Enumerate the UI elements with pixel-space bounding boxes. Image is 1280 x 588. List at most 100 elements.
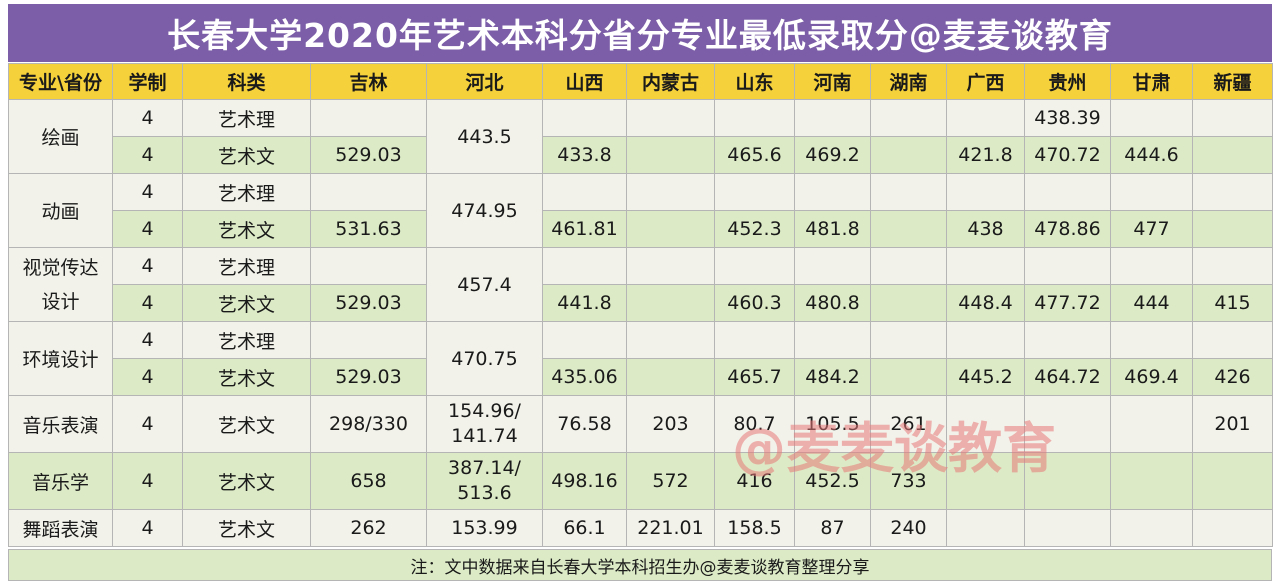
- score-cell: 531.63: [310, 210, 427, 248]
- score-cell: 443.5: [426, 99, 543, 174]
- score-cell: [1192, 321, 1273, 359]
- score-cell: 444.6: [1110, 136, 1193, 174]
- xuezhi-cell: 4: [112, 210, 183, 248]
- score-cell: 438: [946, 210, 1025, 248]
- xuezhi-cell: 4: [112, 99, 183, 137]
- score-cell: [310, 247, 427, 285]
- score-cell: 474.95: [426, 173, 543, 248]
- header-shandong: 山东: [714, 63, 795, 100]
- kelei-cell: 艺术文: [182, 395, 311, 453]
- kelei-cell: 艺术文: [182, 136, 311, 174]
- xuezhi-cell: 4: [112, 509, 183, 547]
- score-cell: [1192, 452, 1273, 510]
- kelei-cell: 艺术理: [182, 173, 311, 211]
- score-cell: [1110, 321, 1193, 359]
- score-cell: [1192, 136, 1273, 174]
- header-xinjiang: 新疆: [1192, 63, 1273, 100]
- score-cell: [946, 452, 1025, 510]
- score-cell: [626, 173, 715, 211]
- header-major: 专业\省份: [8, 63, 113, 100]
- score-cell: [1024, 395, 1111, 453]
- score-cell: 87: [794, 509, 871, 547]
- xuezhi-cell: 4: [112, 284, 183, 322]
- major-cell: 环境设计: [8, 321, 113, 396]
- major-cell: 动画: [8, 173, 113, 248]
- score-cell: [714, 321, 795, 359]
- header-guangxi: 广西: [946, 63, 1025, 100]
- score-cell: [714, 99, 795, 137]
- score-cell: [542, 321, 627, 359]
- score-cell: 435.06: [542, 358, 627, 396]
- score-cell: 158.5: [714, 509, 795, 547]
- table-row: 4 艺术文 529.03 441.8 460.3 480.8 448.4 477…: [9, 284, 1273, 322]
- score-cell: 452.5: [794, 452, 871, 510]
- kelei-cell: 艺术文: [182, 452, 311, 510]
- score-cell: 415: [1192, 284, 1273, 322]
- score-cell: 262: [310, 509, 427, 547]
- score-cell: 387.14/ 513.6: [426, 452, 543, 510]
- header-hebei: 河北: [426, 63, 543, 100]
- table-row: 舞蹈表演 4 艺术文 262 153.99 66.1 221.01 158.5 …: [8, 509, 1273, 547]
- table-row: 4 艺术文 529.03 433.8 465.6 469.2 421.8 470…: [9, 136, 1273, 174]
- score-cell: 452.3: [714, 210, 795, 248]
- score-cell: 477.72: [1024, 284, 1111, 322]
- score-cell: [870, 210, 947, 248]
- score-cell: 733: [870, 452, 947, 510]
- score-cell: [626, 99, 715, 137]
- score-cell: 469.4: [1110, 358, 1193, 396]
- score-cell: 529.03: [310, 358, 427, 396]
- major-cell: 视觉传达设计: [8, 247, 113, 322]
- score-cell: 478.86: [1024, 210, 1111, 248]
- table-row: 音乐学 4 艺术文 658 387.14/ 513.6 498.16 572 4…: [8, 452, 1273, 510]
- header-jilin: 吉林: [310, 63, 427, 100]
- score-cell: [626, 321, 715, 359]
- major-cell: 绘画: [8, 99, 113, 174]
- score-cell: 66.1: [542, 509, 627, 547]
- score-cell: [1110, 395, 1193, 453]
- header-kelei: 科类: [182, 63, 311, 100]
- score-cell: [1110, 247, 1193, 285]
- score-cell: 261: [870, 395, 947, 453]
- score-cell: [626, 247, 715, 285]
- score-cell: [626, 136, 715, 174]
- score-cell: [946, 99, 1025, 137]
- score-cell: 529.03: [310, 284, 427, 322]
- table-row: 4 艺术文 531.63 461.81 452.3 481.8 438 478.…: [9, 210, 1273, 248]
- header-henan: 河南: [794, 63, 871, 100]
- score-cell: [870, 99, 947, 137]
- score-cell: [542, 99, 627, 137]
- xuezhi-cell: 4: [112, 321, 183, 359]
- score-cell: 484.2: [794, 358, 871, 396]
- score-cell: 154.96/ 141.74: [426, 395, 543, 453]
- score-cell: [1110, 99, 1193, 137]
- score-cell: [1110, 509, 1193, 547]
- score-cell: [310, 99, 427, 137]
- score-cell: [794, 247, 871, 285]
- score-cell: [794, 173, 871, 211]
- score-cell: 221.01: [626, 509, 715, 547]
- xuezhi-cell: 4: [112, 247, 183, 285]
- score-cell: [310, 321, 427, 359]
- score-cell: 465.6: [714, 136, 795, 174]
- score-cell: 481.8: [794, 210, 871, 248]
- kelei-cell: 艺术理: [182, 247, 311, 285]
- score-cell: [1192, 210, 1273, 248]
- score-cell: 426: [1192, 358, 1273, 396]
- score-cell: [626, 284, 715, 322]
- score-cell: 421.8: [946, 136, 1025, 174]
- score-cell: 203: [626, 395, 715, 453]
- score-cell: [1024, 452, 1111, 510]
- score-cell: 433.8: [542, 136, 627, 174]
- score-cell: [1110, 173, 1193, 211]
- score-cell: [542, 173, 627, 211]
- score-cell: [626, 210, 715, 248]
- score-cell: [794, 99, 871, 137]
- table-row: 视觉传达设计 4 艺术理 457.4: [8, 247, 1273, 322]
- score-cell: 76.58: [542, 395, 627, 453]
- header-xuezhi: 学制: [112, 63, 183, 100]
- score-cell: [1192, 509, 1273, 547]
- score-cell: 464.72: [1024, 358, 1111, 396]
- score-cell: [946, 395, 1025, 453]
- score-cell: [714, 247, 795, 285]
- score-cell: 448.4: [946, 284, 1025, 322]
